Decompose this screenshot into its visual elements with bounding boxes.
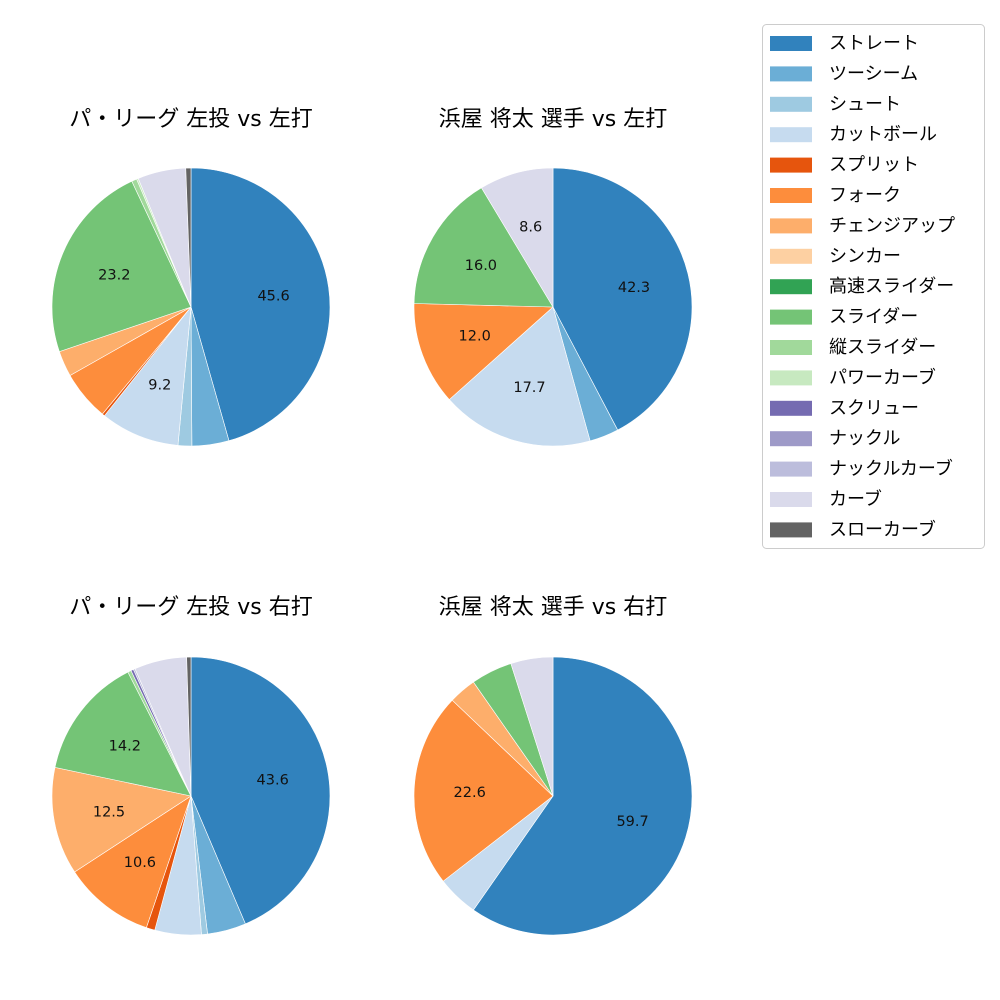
legend-swatch: [770, 461, 812, 477]
legend-swatch: [770, 492, 812, 507]
slice-value-label: 45.6: [257, 289, 289, 305]
legend-swatch: [770, 522, 812, 538]
pie-slice: [190, 167, 331, 442]
legend-label: ナックルカーブ: [829, 458, 953, 480]
pie-chart-1: パ・リーグ 左投 vs 左打 45.6 9.2 23.2: [51, 107, 331, 447]
slice-value-label: 12.0: [459, 329, 491, 345]
slice-value-label: 8.6: [519, 220, 542, 236]
legend-swatch: [770, 96, 812, 112]
pie-chart-3: パ・リーグ 左投 vs 右打 43.6 10.6 12.5 14.2: [51, 595, 331, 936]
pie-slice: [190, 656, 331, 925]
pie-slice: [473, 656, 693, 936]
legend-swatch: [770, 127, 812, 143]
slice-value-label: 12.5: [93, 804, 125, 820]
slice-value-label: 23.2: [98, 267, 130, 283]
legend-label: パワーカーブ: [829, 366, 936, 388]
pie-title: パ・リーグ 左投 vs 左打: [69, 107, 312, 132]
legend-label: ツーシーム: [829, 63, 918, 84]
legend: ストレートツーシームシュートカットボールスプリットフォークチェンジアップシンカー…: [762, 24, 985, 549]
legend-label: スプリット: [829, 155, 919, 176]
slice-value-label: 59.7: [616, 814, 648, 830]
legend-label: カーブ: [829, 488, 882, 510]
pie-slice: [51, 767, 192, 873]
legend-label: シンカー: [829, 246, 901, 267]
slice-value-label: 9.2: [148, 377, 171, 393]
pie-slice: [413, 187, 554, 308]
legend-swatch: [770, 340, 812, 355]
legend-label: カットボール: [829, 124, 937, 145]
legend-label: 高速スライダー: [829, 276, 954, 297]
pie-slice: [51, 180, 192, 352]
pie-slice: [74, 795, 192, 929]
legend-swatch: [770, 66, 812, 82]
legend-label: ナックル: [829, 428, 900, 449]
legend-label: シュート: [829, 94, 901, 115]
legend-label: ストレート: [829, 33, 919, 54]
slice-value-label: 17.7: [513, 380, 545, 396]
pie-slice: [104, 306, 192, 446]
legend-swatch: [770, 370, 812, 386]
slice-value-label: 16.0: [465, 258, 497, 274]
pie-slice: [481, 167, 554, 309]
legend-swatch: [770, 218, 812, 234]
legend-frame: [762, 24, 985, 549]
legend-label: 縦スライダー: [829, 337, 936, 358]
legend-label: スクリュー: [829, 398, 919, 419]
legend-swatch: [770, 36, 812, 51]
slice-value-label: 22.6: [454, 785, 486, 801]
pie-title: 浜屋 将太 選手 vs 右打: [439, 595, 667, 620]
slice-value-label: 14.2: [109, 738, 141, 754]
pie-slice: [510, 656, 554, 797]
pie-chart-4: 浜屋 将太 選手 vs 右打 59.7 22.6: [413, 595, 693, 936]
slice-value-label: 43.6: [257, 772, 289, 788]
legend-swatch: [770, 431, 812, 447]
pie-slice: [186, 656, 192, 797]
slice-value-label: 42.3: [618, 280, 650, 296]
slice-value-label: 10.6: [124, 855, 156, 871]
pie-slice: [413, 303, 554, 401]
legend-label: スローカーブ: [829, 518, 936, 540]
pie-slice: [185, 167, 192, 308]
legend-swatch: [770, 400, 812, 416]
legend-swatch: [770, 188, 812, 203]
legend-swatch: [770, 157, 812, 173]
legend-swatch: [770, 279, 812, 295]
pie-slice: [413, 699, 554, 882]
legend-label: チェンジアップ: [829, 215, 955, 236]
legend-swatch: [770, 309, 812, 325]
pie-slice: [54, 671, 192, 797]
legend-swatch: [770, 248, 812, 264]
legend-label: スライダー: [829, 307, 918, 328]
pie-title: 浜屋 将太 選手 vs 左打: [439, 107, 667, 132]
pie-chart-2: 浜屋 将太 選手 vs 左打 42.3 17.7 12.0 16.0 8.6: [413, 107, 693, 447]
pie-title: パ・リーグ 左投 vs 右打: [69, 595, 312, 620]
legend-label: フォーク: [829, 185, 901, 206]
pie-slice: [552, 167, 693, 431]
pie-slice: [448, 306, 591, 447]
